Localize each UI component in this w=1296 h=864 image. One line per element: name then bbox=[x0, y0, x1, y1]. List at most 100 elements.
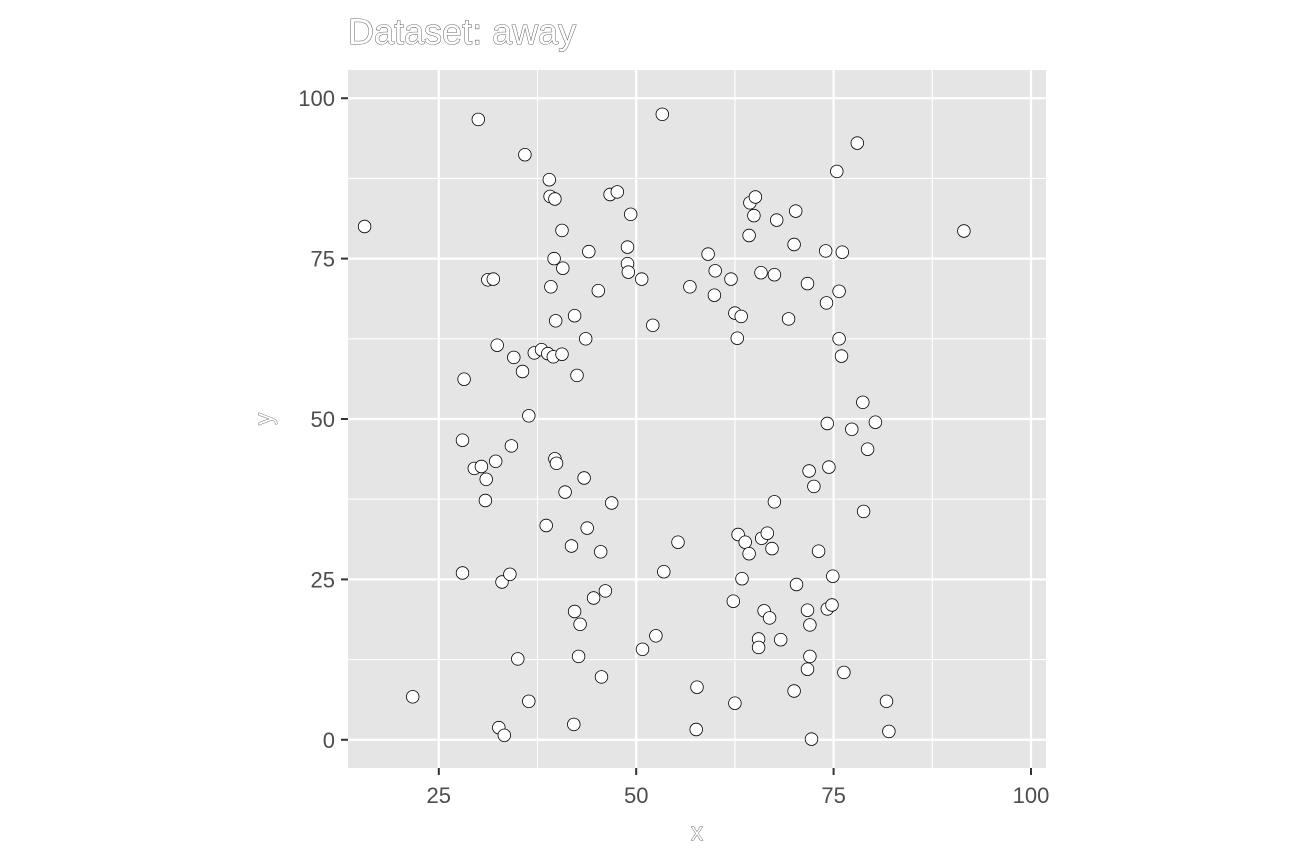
data-point bbox=[730, 331, 745, 345]
data-point bbox=[555, 347, 569, 361]
data-point bbox=[522, 409, 536, 423]
data-point bbox=[515, 364, 530, 379]
x-tick-label: 75 bbox=[821, 783, 845, 808]
data-point bbox=[564, 539, 579, 553]
data-point bbox=[591, 284, 606, 298]
data-point bbox=[582, 244, 596, 259]
data-point bbox=[882, 724, 896, 739]
data-point bbox=[789, 577, 804, 592]
data-point bbox=[567, 717, 581, 732]
data-point bbox=[570, 368, 584, 383]
data-point bbox=[856, 395, 870, 410]
data-point bbox=[690, 680, 704, 694]
data-point bbox=[624, 207, 638, 222]
data-point bbox=[518, 147, 532, 162]
y-tick-label: 75 bbox=[311, 247, 335, 272]
data-point bbox=[671, 535, 685, 549]
data-point bbox=[787, 237, 801, 252]
data-point bbox=[819, 296, 834, 310]
data-point bbox=[860, 442, 875, 456]
data-point bbox=[868, 415, 883, 429]
data-point bbox=[635, 642, 650, 657]
data-point bbox=[646, 318, 660, 333]
data-point bbox=[635, 272, 649, 286]
data-point bbox=[734, 309, 748, 324]
data-point bbox=[580, 521, 594, 535]
data-point bbox=[479, 472, 493, 487]
data-point bbox=[767, 495, 782, 509]
data-point bbox=[748, 190, 763, 204]
data-point bbox=[834, 349, 849, 363]
data-point bbox=[825, 598, 839, 612]
data-point bbox=[770, 213, 784, 227]
data-point bbox=[760, 526, 775, 540]
data-point bbox=[835, 245, 850, 259]
data-point bbox=[767, 268, 782, 282]
x-tick-label: 50 bbox=[624, 783, 648, 808]
data-point bbox=[707, 288, 722, 302]
y-axis-title: y bbox=[251, 413, 278, 425]
grid-lines bbox=[348, 70, 1046, 768]
data-point bbox=[856, 504, 871, 519]
data-point bbox=[800, 662, 815, 676]
data-point bbox=[507, 350, 521, 365]
data-point bbox=[820, 416, 835, 431]
data-point bbox=[478, 493, 493, 508]
data-point bbox=[747, 208, 761, 223]
data-point bbox=[504, 439, 519, 453]
data-point bbox=[522, 694, 536, 709]
data-point bbox=[803, 618, 817, 632]
data-point bbox=[701, 247, 715, 261]
data-point bbox=[490, 338, 504, 352]
data-point bbox=[837, 665, 851, 680]
data-point bbox=[457, 372, 471, 386]
data-point bbox=[819, 244, 833, 258]
data-point bbox=[832, 332, 846, 346]
data-point bbox=[754, 266, 768, 280]
data-point bbox=[649, 629, 663, 643]
data-point bbox=[474, 459, 489, 474]
data-point bbox=[579, 332, 593, 346]
data-point bbox=[406, 690, 420, 704]
data-point bbox=[455, 433, 470, 447]
data-point bbox=[708, 264, 722, 278]
data-point bbox=[728, 696, 742, 710]
data-point bbox=[822, 460, 836, 474]
data-point bbox=[357, 219, 372, 234]
data-point bbox=[800, 603, 815, 617]
data-point bbox=[957, 224, 971, 238]
data-point bbox=[497, 728, 512, 743]
data-point bbox=[657, 565, 671, 579]
x-tick-label: 25 bbox=[427, 783, 451, 808]
data-point bbox=[489, 454, 503, 469]
data-point bbox=[547, 251, 561, 266]
data-point bbox=[807, 479, 821, 494]
data-point bbox=[811, 544, 826, 558]
data-point bbox=[826, 569, 840, 583]
data-point bbox=[804, 732, 819, 746]
data-point bbox=[620, 240, 635, 254]
data-point bbox=[774, 633, 788, 647]
data-point bbox=[802, 464, 816, 478]
chart-title: Dataset: away bbox=[348, 11, 576, 52]
data-point bbox=[471, 112, 486, 127]
data-point bbox=[549, 314, 563, 328]
data-point bbox=[742, 547, 756, 561]
data-point bbox=[555, 223, 569, 238]
data-point bbox=[789, 204, 803, 218]
data-point bbox=[762, 611, 777, 625]
data-point bbox=[787, 684, 801, 698]
data-point bbox=[573, 617, 587, 632]
data-point bbox=[558, 485, 572, 499]
data-point bbox=[765, 541, 779, 556]
data-point bbox=[738, 535, 752, 549]
data-point bbox=[655, 107, 670, 122]
data-point bbox=[594, 545, 608, 559]
data-point bbox=[577, 471, 591, 485]
data-point bbox=[610, 185, 625, 199]
data-point bbox=[567, 309, 582, 323]
data-point bbox=[544, 280, 558, 294]
data-point bbox=[539, 518, 553, 533]
data-point bbox=[800, 276, 815, 291]
